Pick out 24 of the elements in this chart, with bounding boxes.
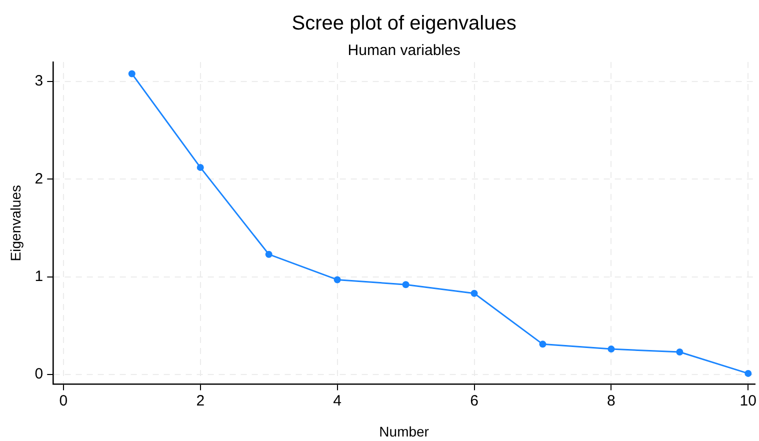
point bbox=[744, 370, 752, 377]
x-tick-label: 8 bbox=[607, 392, 616, 410]
y-tick-label: 2 bbox=[34, 170, 44, 188]
y-tick-label: 1 bbox=[34, 268, 44, 285]
point bbox=[402, 281, 410, 288]
x-tick-label: 2 bbox=[196, 392, 205, 410]
point bbox=[470, 290, 478, 297]
x-axis-title: Number bbox=[379, 423, 430, 440]
point bbox=[196, 164, 204, 171]
point bbox=[265, 250, 272, 258]
point bbox=[539, 340, 546, 348]
y-tick-label: 0 bbox=[34, 366, 44, 383]
x-tick-label: 10 bbox=[740, 392, 756, 410]
x-tick-label: 0 bbox=[59, 392, 68, 410]
chart-title: Scree plot of eigenvalues bbox=[292, 12, 516, 35]
y-tick-label: 3 bbox=[34, 72, 44, 90]
x-tick-label: 6 bbox=[470, 392, 478, 410]
point bbox=[334, 276, 341, 284]
point bbox=[128, 70, 136, 78]
point bbox=[676, 348, 684, 356]
x-tick-label: 4 bbox=[333, 392, 342, 410]
point bbox=[608, 346, 615, 353]
chart-subtitle: Human variables bbox=[348, 42, 460, 60]
y-axis-title: Eigenvalues bbox=[7, 184, 24, 262]
